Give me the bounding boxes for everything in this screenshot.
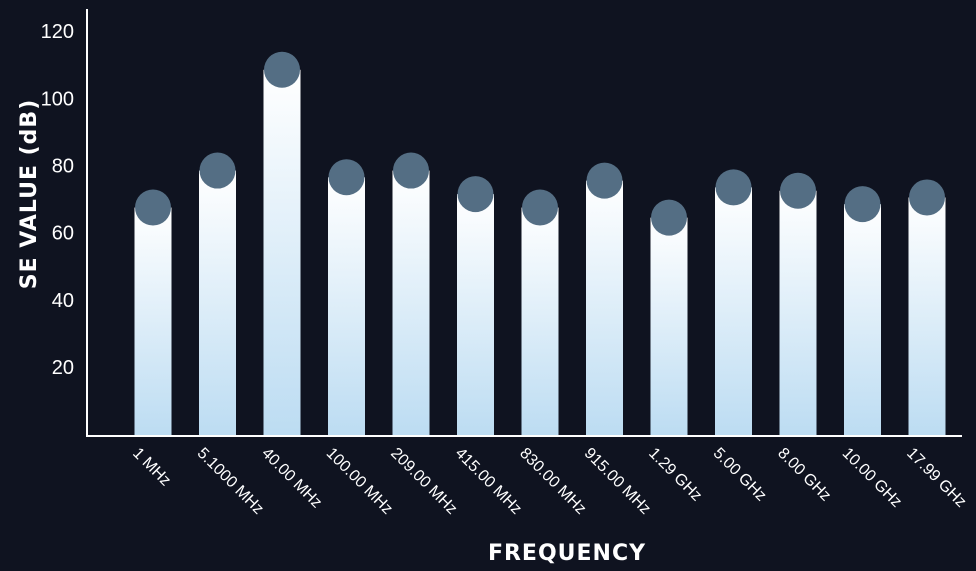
x-tick-label: 5.1000 MHz [194, 445, 267, 518]
bar [392, 170, 430, 436]
bar [908, 197, 946, 436]
bar-top-marker [522, 189, 558, 226]
bar [779, 190, 817, 436]
x-tick-label: 17.99 GHz [903, 445, 969, 511]
bar [263, 69, 301, 436]
y-tick-labels: 20 40 60 80 100 120 [41, 21, 74, 379]
x-tick-label: 1 MHz [129, 445, 174, 490]
bar [328, 177, 365, 436]
y-axis-title: SE VALUE (dB) [17, 99, 42, 290]
bar-top-marker [844, 186, 881, 223]
bar-top-marker [780, 172, 816, 209]
bar [586, 180, 623, 436]
x-tick-label: 915.00 MHz [581, 445, 654, 518]
x-tick-label: 40.00 MHz [258, 445, 325, 512]
markers-layer [135, 51, 945, 236]
bar [844, 204, 881, 436]
bar [715, 187, 752, 436]
bars-layer [134, 69, 946, 436]
y-tick-label: 20 [52, 357, 74, 379]
bar-top-marker [457, 176, 494, 213]
x-tick-label: 1.29 GHz [645, 445, 705, 505]
bar [521, 207, 559, 436]
bar [457, 194, 494, 436]
y-tick-label: 80 [52, 155, 74, 177]
bar [650, 217, 688, 436]
bar [134, 207, 172, 436]
bar-top-marker [264, 51, 300, 88]
x-axis-title: FREQUENCY [488, 541, 646, 566]
x-tick-label: 100.00 MHz [323, 445, 396, 518]
bar-top-marker [651, 199, 687, 236]
x-tick-label: 5.00 GHz [710, 445, 770, 505]
bar-top-marker [199, 152, 236, 189]
x-tick-label: 830.00 MHz [516, 445, 589, 518]
bar-top-marker [135, 189, 171, 226]
x-tick-label: 8.00 GHz [774, 445, 834, 505]
bar-top-marker [715, 169, 752, 206]
bar-top-marker [328, 159, 365, 196]
y-tick-label: 120 [41, 21, 74, 43]
x-tick-label: 415.00 MHz [452, 445, 525, 518]
bar [199, 170, 236, 436]
x-tick-label: 10.00 GHz [839, 445, 905, 511]
y-tick-label: 60 [52, 223, 74, 245]
bar-top-marker [393, 152, 429, 189]
bar-top-marker [909, 179, 945, 216]
y-tick-label: 40 [52, 290, 74, 312]
bar-top-marker [586, 162, 623, 199]
y-tick-label: 100 [41, 88, 74, 110]
x-tick-label: 209.00 MHz [387, 445, 460, 518]
